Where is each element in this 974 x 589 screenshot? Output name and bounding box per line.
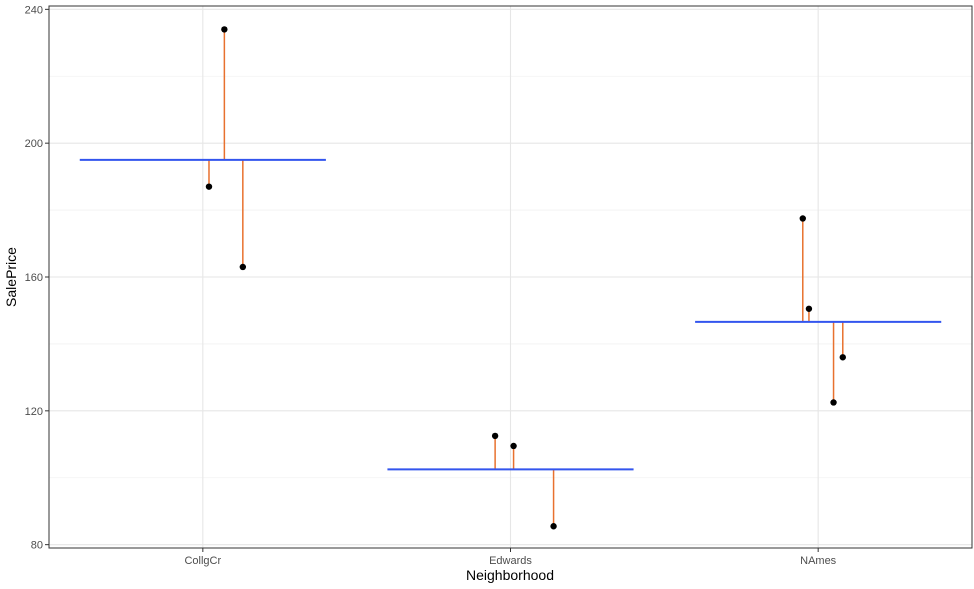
axes: 80 120 160 200 240 CollgCr Edwards NAmes bbox=[25, 4, 837, 567]
y-tick-label: 200 bbox=[25, 138, 43, 150]
data-point bbox=[830, 399, 837, 406]
data-point bbox=[799, 215, 806, 222]
y-tick-label: 240 bbox=[25, 4, 43, 16]
data-point bbox=[205, 183, 213, 190]
x-tick-label: CollgCr bbox=[184, 555, 221, 567]
y-axis-title: SalePrice bbox=[3, 247, 19, 307]
y-tick-label: 160 bbox=[25, 272, 43, 284]
data-point bbox=[510, 442, 517, 450]
data-point bbox=[491, 432, 499, 440]
data-point bbox=[221, 26, 228, 33]
y-tick-label: 80 bbox=[31, 540, 43, 552]
x-axis-title: Neighborhood bbox=[466, 567, 554, 583]
x-tick-label: NAmes bbox=[800, 555, 837, 567]
data-point bbox=[805, 305, 813, 312]
y-tick-label: 120 bbox=[25, 406, 43, 418]
group-mean-lines bbox=[79, 158, 942, 471]
residual-segments bbox=[208, 29, 844, 527]
grid-lines bbox=[49, 6, 972, 548]
data-point bbox=[550, 523, 557, 530]
data-point bbox=[239, 263, 247, 271]
data-points bbox=[205, 26, 846, 530]
x-tick-label: Edwards bbox=[489, 555, 532, 567]
data-point bbox=[839, 354, 846, 361]
